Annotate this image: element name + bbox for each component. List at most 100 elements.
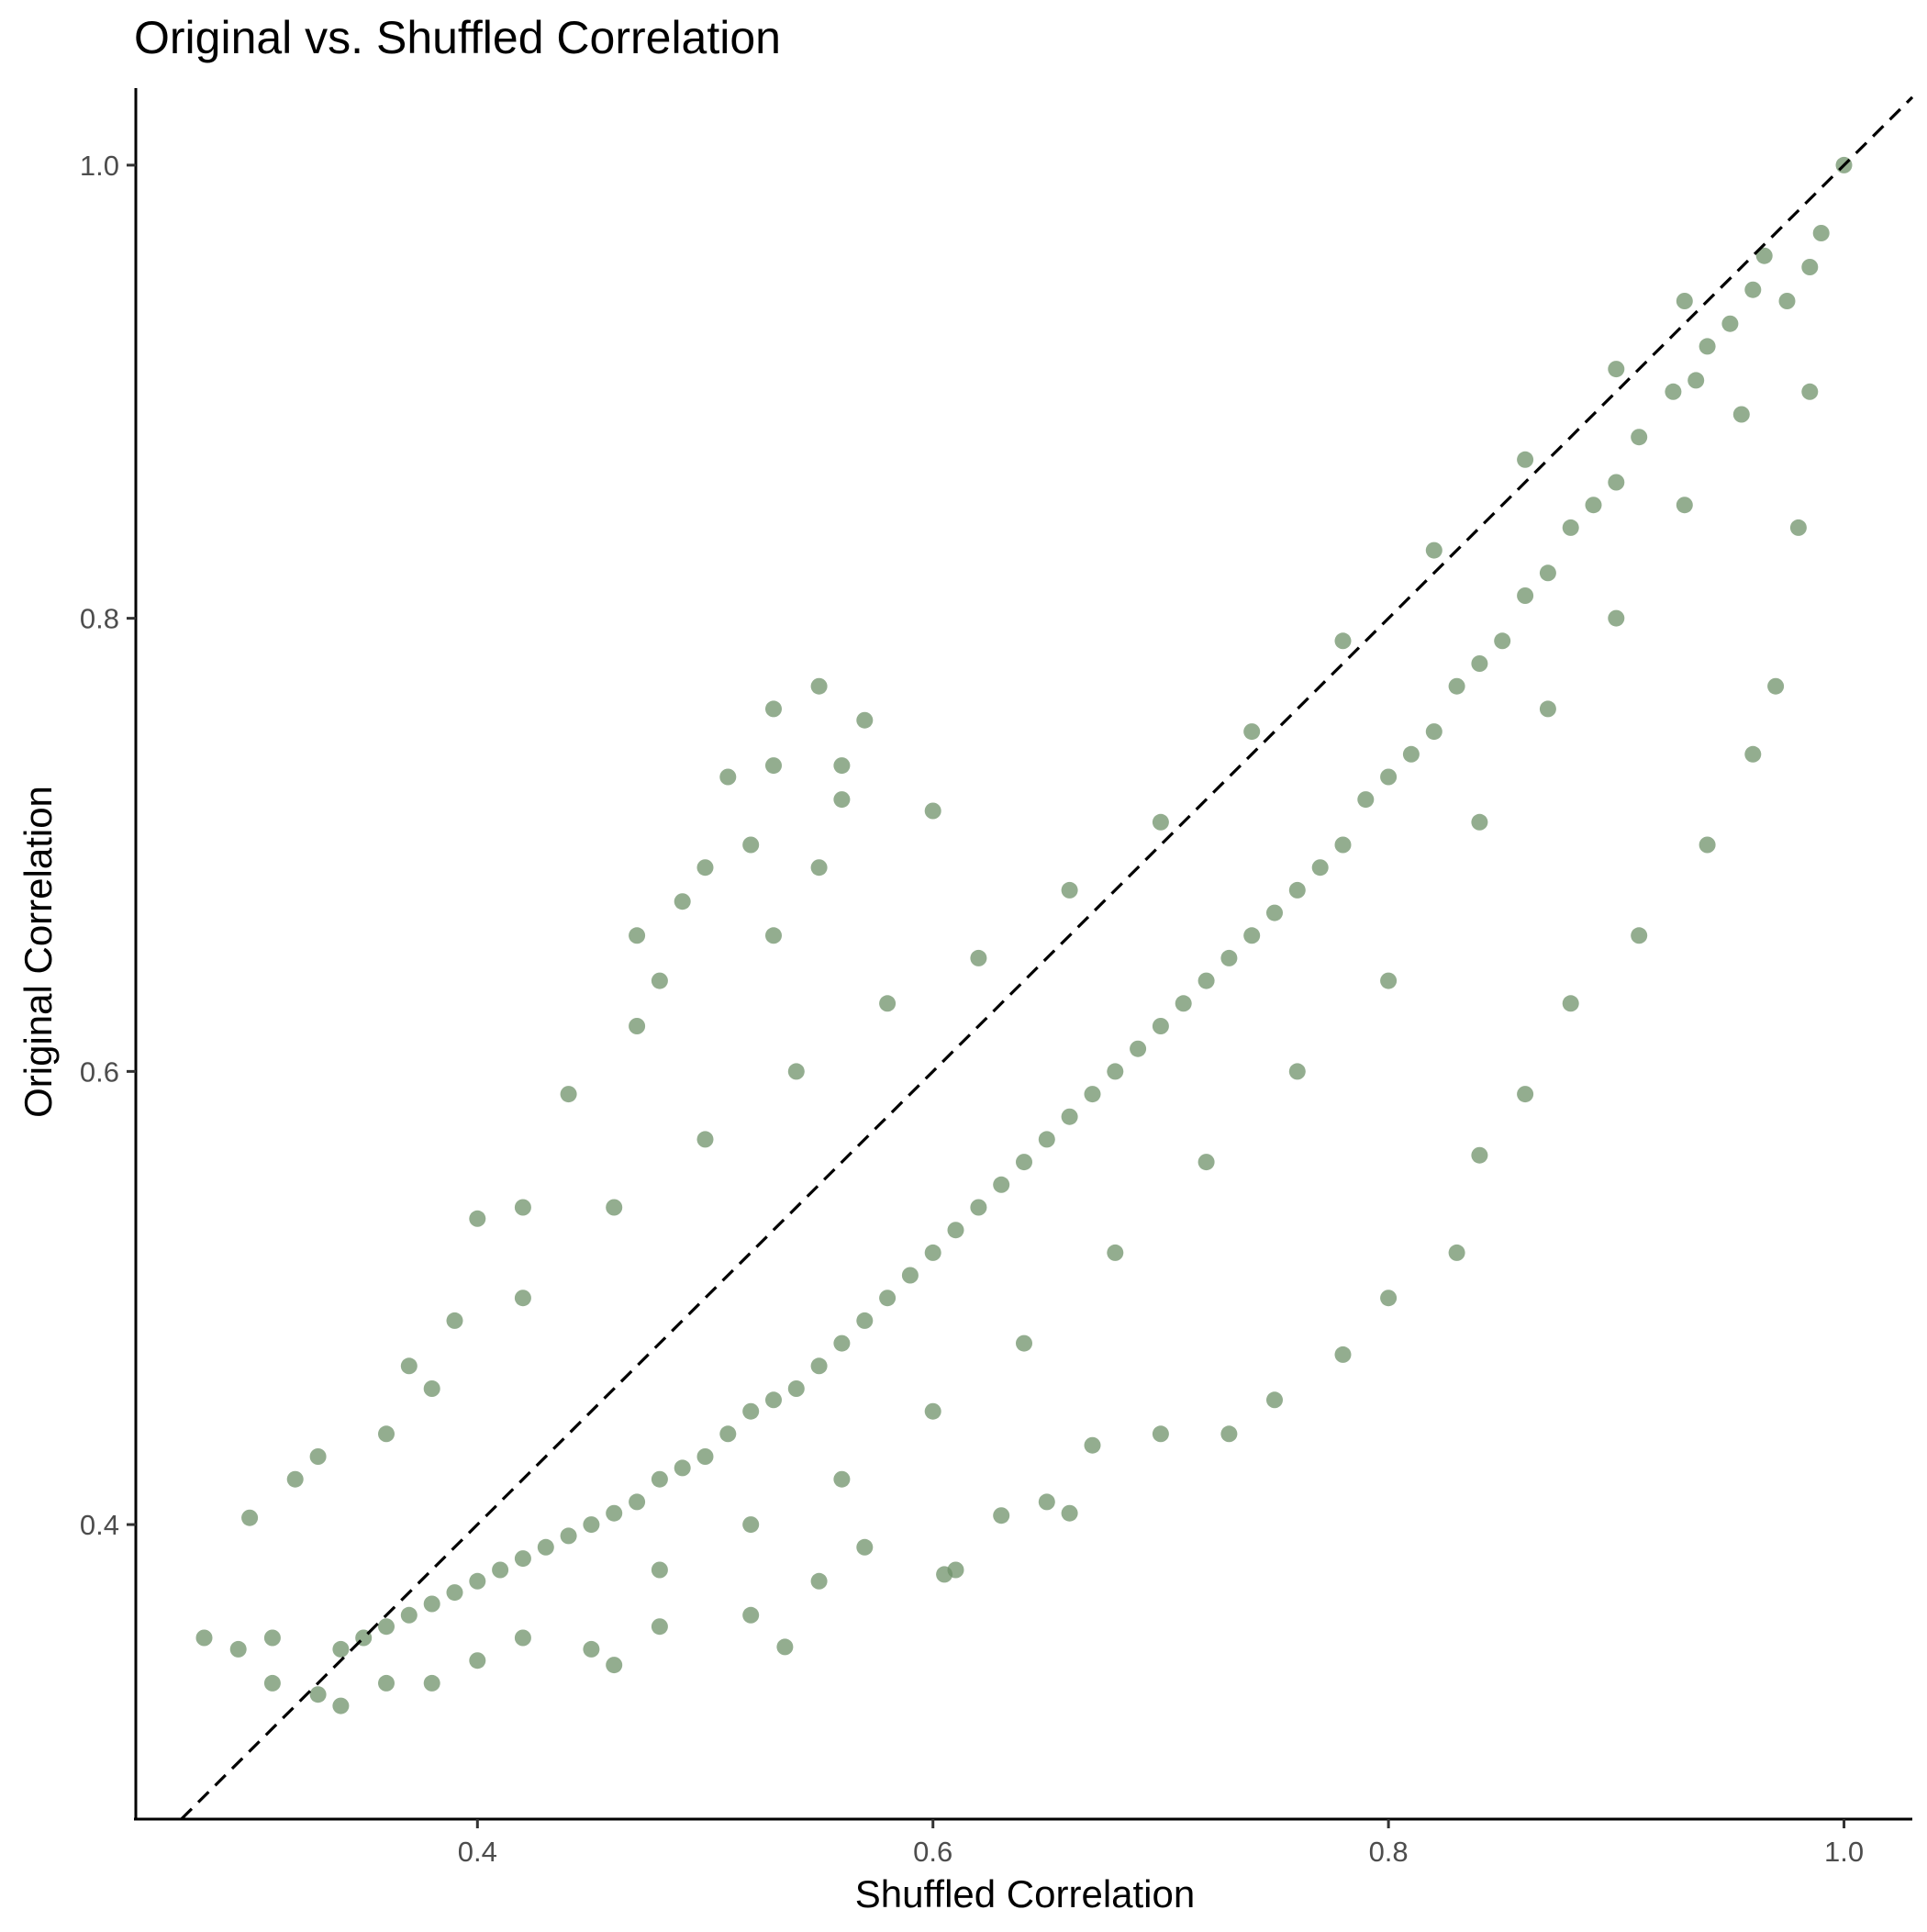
scatter-point bbox=[1130, 1040, 1147, 1057]
scatter-point bbox=[810, 1572, 828, 1590]
scatter-point bbox=[469, 1572, 486, 1590]
scatter-point bbox=[1425, 542, 1442, 559]
x-tick-label: 0.8 bbox=[1369, 1836, 1409, 1868]
scatter-point bbox=[195, 1629, 213, 1647]
scatter-point bbox=[1676, 497, 1693, 514]
scatter-point bbox=[1016, 1154, 1032, 1171]
y-axis-title: Original Correlation bbox=[17, 786, 60, 1118]
scatter-point bbox=[879, 1290, 897, 1307]
scatter-point bbox=[629, 1018, 646, 1034]
scatter-point bbox=[1152, 1425, 1169, 1443]
scatter-point bbox=[606, 1504, 623, 1522]
scatter-point bbox=[309, 1448, 327, 1465]
scatter-point bbox=[1471, 813, 1488, 831]
scatter-point bbox=[936, 1566, 953, 1583]
y-tick-label: 1.0 bbox=[80, 150, 119, 182]
scatter-point bbox=[446, 1312, 463, 1329]
scatter-point bbox=[1517, 1086, 1534, 1103]
scatter-point bbox=[1038, 1131, 1055, 1148]
scatter-point bbox=[651, 1618, 668, 1636]
scatter-point bbox=[1688, 372, 1705, 389]
scatter-point bbox=[606, 1199, 623, 1216]
x-axis-ticks: 0.4 0.6 0.8 1.0 bbox=[458, 1819, 1864, 1868]
scatter-point bbox=[1334, 836, 1352, 854]
scatter-point bbox=[1197, 1154, 1215, 1171]
reference-line bbox=[180, 95, 1914, 1821]
scatter-point bbox=[651, 1561, 668, 1579]
scatter-point bbox=[1494, 632, 1511, 650]
scatter-point bbox=[560, 1527, 577, 1545]
scatter-point bbox=[1425, 723, 1442, 741]
scatter-point bbox=[423, 1595, 440, 1613]
scatter-point bbox=[1744, 745, 1762, 763]
points-layer bbox=[195, 156, 1853, 1714]
scatter-point bbox=[1608, 474, 1625, 491]
scatter-point bbox=[1220, 949, 1238, 966]
scatter-point bbox=[1517, 451, 1534, 468]
scatter-point bbox=[856, 1312, 874, 1329]
scatter-point bbox=[1448, 1244, 1465, 1261]
scatter-point bbox=[742, 836, 760, 854]
scatter-point bbox=[1471, 1146, 1488, 1164]
scatter-point bbox=[1061, 881, 1078, 899]
chart-title: Original vs. Shuffled Correlation bbox=[134, 12, 781, 63]
scatter-point bbox=[1197, 972, 1215, 989]
scatter-point bbox=[1801, 383, 1819, 400]
scatter-point bbox=[378, 1618, 395, 1636]
scatter-point bbox=[1665, 383, 1682, 400]
scatter-point bbox=[286, 1470, 304, 1488]
scatter-point bbox=[400, 1357, 418, 1375]
scatter-point bbox=[469, 1210, 486, 1227]
scatter-point bbox=[787, 1063, 805, 1080]
scatter-point bbox=[810, 1357, 828, 1375]
scatter-point bbox=[970, 949, 987, 966]
scatter-point bbox=[924, 1402, 941, 1420]
scatter-point bbox=[423, 1380, 440, 1397]
scatter-point bbox=[1084, 1086, 1101, 1103]
scatter-point bbox=[1152, 813, 1169, 831]
scatter-point bbox=[674, 893, 691, 910]
scatter-point bbox=[309, 1686, 327, 1703]
scatter-point bbox=[1061, 1108, 1078, 1125]
scatter-point bbox=[1631, 429, 1648, 446]
scatter-point bbox=[514, 1199, 531, 1216]
scatter-point bbox=[1288, 1063, 1306, 1080]
scatter-point bbox=[993, 1507, 1010, 1524]
scatter-point bbox=[1699, 338, 1716, 355]
scatter-point bbox=[765, 757, 782, 775]
scatter-point bbox=[583, 1640, 600, 1658]
scatter-point bbox=[696, 859, 714, 877]
scatter-point bbox=[1311, 859, 1329, 877]
scatter-point bbox=[993, 1176, 1010, 1193]
scatter-point bbox=[514, 1550, 531, 1568]
scatter-point bbox=[229, 1640, 247, 1658]
x-tick-label: 0.4 bbox=[458, 1836, 497, 1868]
scatter-point bbox=[1448, 677, 1465, 695]
scatter-point bbox=[1380, 768, 1398, 786]
scatter-point bbox=[742, 1402, 760, 1420]
scatter-point bbox=[810, 677, 828, 695]
scatter-point bbox=[1334, 632, 1352, 650]
scatter-point bbox=[629, 1493, 646, 1511]
scatter-point bbox=[537, 1538, 554, 1556]
scatter-point bbox=[833, 791, 851, 809]
scatter-point bbox=[1517, 587, 1534, 604]
scatter-point bbox=[492, 1561, 509, 1579]
scatter-point bbox=[924, 1244, 941, 1261]
scatter-point bbox=[1812, 225, 1830, 241]
scatter-point bbox=[629, 927, 646, 944]
scatter-point bbox=[1016, 1335, 1032, 1352]
scatter-point bbox=[651, 972, 668, 989]
scatter-point bbox=[719, 768, 737, 786]
scatter-point bbox=[765, 927, 782, 944]
scatter-point bbox=[901, 1267, 919, 1284]
scatter-point bbox=[719, 1425, 737, 1443]
scatter-point bbox=[810, 859, 828, 877]
scatter-point bbox=[583, 1516, 600, 1534]
scatter-point bbox=[742, 1516, 760, 1534]
scatter-point bbox=[1061, 1504, 1078, 1522]
scatter-point bbox=[1732, 406, 1750, 423]
y-axis-ticks: 0.4 0.6 0.8 1.0 bbox=[80, 150, 136, 1541]
scatter-point bbox=[446, 1584, 463, 1602]
